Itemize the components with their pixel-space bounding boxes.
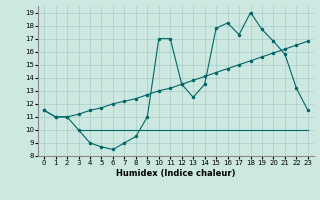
X-axis label: Humidex (Indice chaleur): Humidex (Indice chaleur) (116, 169, 236, 178)
